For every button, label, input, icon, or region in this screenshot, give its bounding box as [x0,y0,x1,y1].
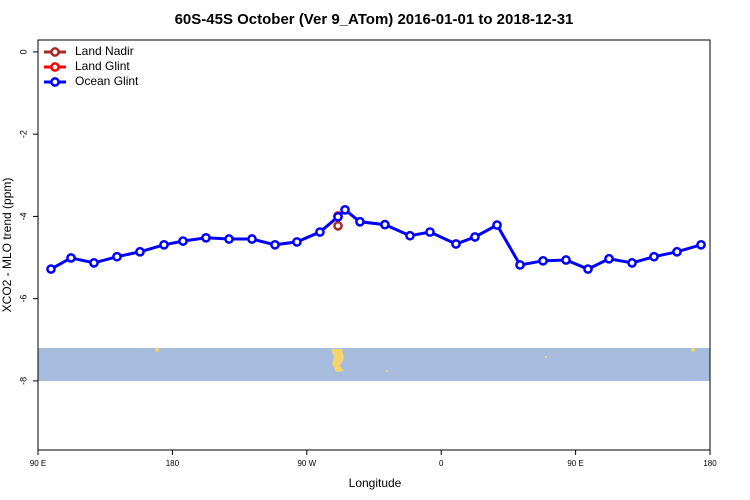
data-point [224,234,234,244]
x-tick-label: 180 [166,459,180,468]
data-point [355,216,365,227]
legend-marker [50,77,60,87]
data-point [538,255,548,266]
data-point [583,264,593,274]
legend-marker [50,47,60,57]
data-point [135,246,145,257]
y-tick-label: -6 [18,295,28,303]
data-point [46,264,56,274]
data-point [201,232,211,243]
y-axis-label: XCO2 - MLO trend (ppm) [0,178,14,313]
data-point [247,234,257,244]
x-axis-label: Longitude [349,476,402,490]
data-point [333,221,343,231]
data-point [66,253,76,263]
data-point [672,246,682,257]
map-strip [38,348,710,381]
y-tick-label: -8 [18,377,28,385]
x-tick-label: 180 [703,459,717,468]
legend-label: Land Nadir [75,44,134,58]
data-point [451,239,461,249]
y-tick-label: -4 [18,212,28,220]
data-point [405,230,415,241]
data-point [696,239,706,250]
data-point [561,255,571,265]
data-point [270,239,280,250]
legend-label: Land Glint [75,59,130,73]
x-tick-label: 0 [439,459,444,468]
x-tick-label: 90 E [30,459,46,468]
data-point [425,227,435,237]
data-point [627,258,637,268]
land-shape [331,349,344,372]
data-point [604,253,614,264]
data-point [178,236,188,246]
legend-label: Ocean Glint [75,74,139,88]
data-point [470,232,480,242]
data-point [112,251,122,262]
land-shape [386,370,388,372]
data-point [649,251,659,262]
data-point [340,204,350,215]
legend-marker [50,62,60,72]
data-point [515,260,525,270]
data-point [159,239,169,250]
data-point [492,220,502,230]
plot-frame [37,39,711,451]
y-tick-label: -2 [18,130,28,138]
ocean-band [38,348,710,381]
data-point [315,227,325,237]
land-shape [691,348,695,352]
data-point [292,237,302,247]
land-shape [545,356,547,358]
x-tick-label: 90 W [297,459,316,468]
data-point [89,258,99,268]
data-point [333,211,343,222]
land-shape [155,348,159,352]
y-tick-label: 0 [18,49,28,54]
chart-title: 60S-45S October (Ver 9_ATom) 2016-01-01 … [175,11,574,28]
x-tick-label: 90 E [567,459,583,468]
data-point [380,219,390,230]
